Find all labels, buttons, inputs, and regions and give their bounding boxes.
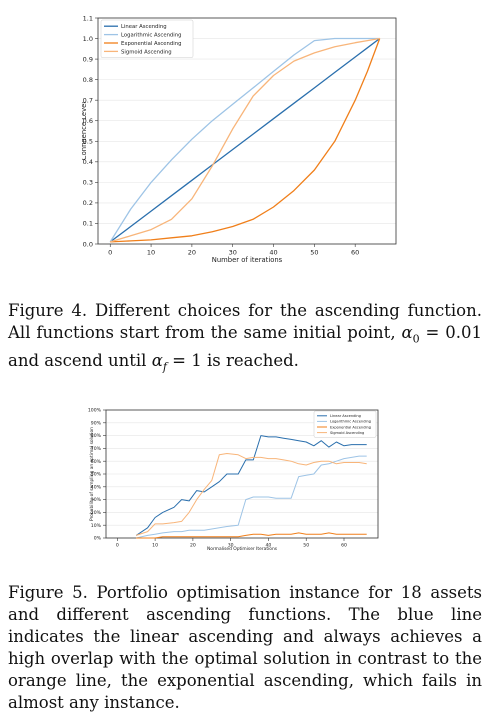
legend: Linear Ascending Logarithmic Ascending Exp… xyxy=(100,19,194,58)
alpha-0-subscript: 0 xyxy=(412,332,420,346)
figure-4-svg: 0.0 0.1 0.2 0.3 0.4 0.5 0.6 0.7 0.8 0.9 1.0 1.1 0 10 2… xyxy=(80,14,397,264)
x-tick-label: 60 xyxy=(351,249,359,257)
x-tick-label: 60 xyxy=(341,543,347,549)
series-line-logarithmic xyxy=(136,455,367,539)
legend-label-sigmoid: Sigmoid Ascending xyxy=(121,49,172,55)
legend-label-exponential: Exponential Ascending xyxy=(330,425,371,429)
y-tick-label: 0.5 xyxy=(83,138,93,146)
legend-label-exponential: Exponential Ascending xyxy=(121,41,181,47)
figure-5-label: Figure 5. xyxy=(8,583,88,602)
x-tick-label: 30 xyxy=(228,543,234,549)
y-tick-label: 1.0 xyxy=(83,35,93,43)
y-tick-label: 0.7 xyxy=(83,96,93,104)
y-axis-label: Confidence Level xyxy=(82,102,88,160)
series-line-linear xyxy=(135,435,367,536)
y-tick-label: 0.2 xyxy=(83,199,93,207)
x-axis-label: Normalised Optimiser Iterations xyxy=(207,546,278,552)
x-tick-label: 50 xyxy=(303,543,309,549)
y-tick-label: 100% xyxy=(88,408,102,414)
y-tick-label: 0.1 xyxy=(83,220,93,228)
legend-label-logarithmic: Logarithmic Ascending xyxy=(121,32,181,38)
y-tick-label: 80% xyxy=(91,433,102,439)
series-line-exponential xyxy=(110,38,381,243)
y-tick-label: 0.4 xyxy=(83,158,93,166)
x-tick-label: 40 xyxy=(269,249,277,257)
figure-4-label: Figure 4. xyxy=(8,301,88,320)
y-tick-label: 0.0 xyxy=(83,240,93,248)
series-line-exponential xyxy=(136,532,367,539)
x-tick-label: 40 xyxy=(266,543,272,549)
series-line-linear xyxy=(109,37,381,243)
y-tick-label: 20% xyxy=(91,510,102,516)
y-tick-label: 0.3 xyxy=(83,179,93,187)
alpha-f-value: = 1 xyxy=(166,351,202,371)
x-tick-label: 50 xyxy=(310,249,318,257)
figure-5-caption: Figure 5. Portfolio optimisation instanc… xyxy=(8,582,482,714)
y-tick-label: 60% xyxy=(91,459,102,465)
alpha-0-symbol: α xyxy=(401,323,413,342)
y-tick-label: 1.1 xyxy=(83,14,93,22)
figure-4-caption-text-1: Different choices for the ascending func… xyxy=(8,301,482,342)
series-line-sigmoid xyxy=(110,37,380,243)
figure-5-chart: 0% 10% 20% 30% 40% 50% 60% 70% 80% 90% 100% 0 10 20 30… xyxy=(86,404,386,556)
y-tick-label: 0% xyxy=(94,536,102,542)
legend-box xyxy=(313,410,377,438)
y-tick-label: 0.6 xyxy=(83,117,93,125)
figure-4-caption-text-2: and ascend until xyxy=(8,351,152,371)
x-tick-label: 0 xyxy=(108,249,112,257)
legend: Linear Ascending Logarithmic AscendingExp… xyxy=(313,410,377,438)
y-tick-label: 40% xyxy=(91,484,102,490)
figure-5-svg: 0% 10% 20% 30% 40% 50% 60% 70% 80% 90% 100% 0 10 20 30… xyxy=(88,408,379,552)
y-tick-label: 50% xyxy=(91,472,102,478)
x-tick-label: 0 xyxy=(116,543,119,549)
alpha-f-symbol: α xyxy=(151,351,163,371)
y-tick-label: 10% xyxy=(91,523,102,529)
legend-label-logarithmic: Logarithmic Ascending xyxy=(330,420,371,424)
x-axis-label: Number of iterations xyxy=(212,256,283,264)
y-tick-label: 0.8 xyxy=(83,76,93,84)
figure-4-caption-text-3: is reached. xyxy=(201,351,299,371)
y-tick-label: 70% xyxy=(91,446,102,452)
y-tick-label: 90% xyxy=(91,420,102,426)
figure-5-caption-text: Portfolio optimisation instance for 18 a… xyxy=(8,583,482,712)
alpha-f-subscript: f xyxy=(162,360,167,374)
y-axis-label: Probability of sampling an optimal solut… xyxy=(89,427,95,521)
series-line-logarithmic xyxy=(109,37,380,243)
alpha-0-value: = 0.01 xyxy=(419,323,482,342)
legend-label-linear: Linear Ascending xyxy=(121,24,167,30)
y-tick-label: 30% xyxy=(91,497,102,503)
plot-frame xyxy=(97,17,397,245)
x-tick-label: 20 xyxy=(190,543,196,549)
y-tick-label: 0.9 xyxy=(83,55,93,63)
legend-label-sigmoid: Sigmoid Ascending xyxy=(330,431,364,435)
figure-4-chart: 0.0 0.1 0.2 0.3 0.4 0.5 0.6 0.7 0.8 0.9 1.0 1.1 0 10 2… xyxy=(80,10,402,272)
x-tick-label: 10 xyxy=(147,249,155,257)
figure-4-caption: Figure 4. Different choices for the asce… xyxy=(8,300,482,379)
series-line-sigmoid xyxy=(136,453,367,536)
legend-label-linear: Linear Ascending xyxy=(330,414,361,418)
x-tick-label: 20 xyxy=(188,249,196,257)
x-tick-label: 10 xyxy=(152,543,158,549)
legend-box xyxy=(100,19,194,58)
x-tick-label: 30 xyxy=(229,249,237,257)
